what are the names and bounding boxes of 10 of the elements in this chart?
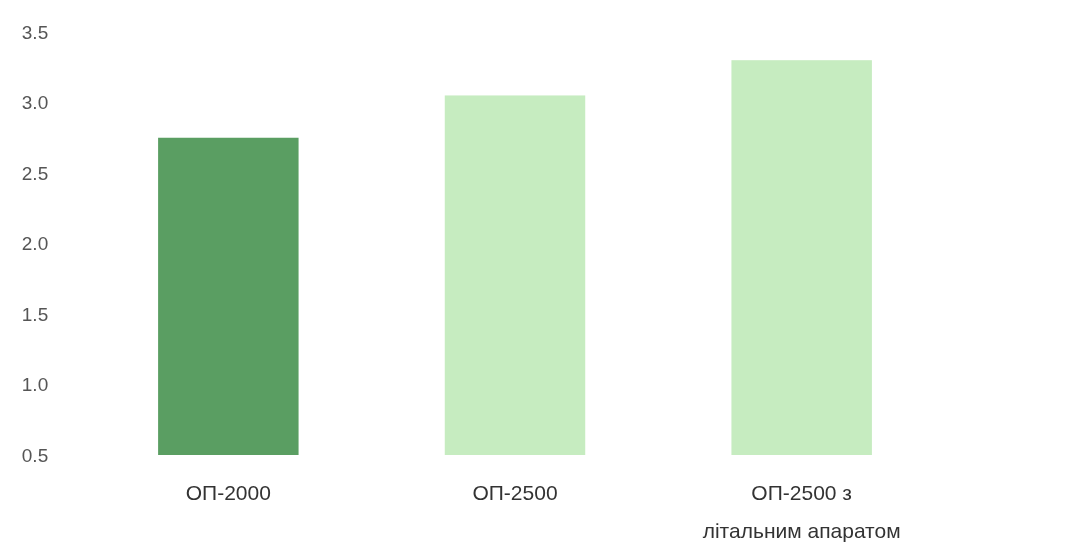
y-tick-label: 3.5 [21,21,49,43]
y-tick-label: 1.5 [21,303,49,325]
y-tick-label: 1.0 [21,374,49,396]
y-tick-label: 2.0 [21,233,49,255]
x-tick-label: ОП-2500 з літальним апаратом [702,481,901,542]
y-tick-label: 0.5 [21,444,49,466]
x-tick-label: ОП-2000 [185,481,271,504]
x-tick-label: ОП-2500 [472,481,558,504]
y-tick-label: 3.0 [21,92,49,114]
y-tick-label: 2.5 [21,162,49,184]
